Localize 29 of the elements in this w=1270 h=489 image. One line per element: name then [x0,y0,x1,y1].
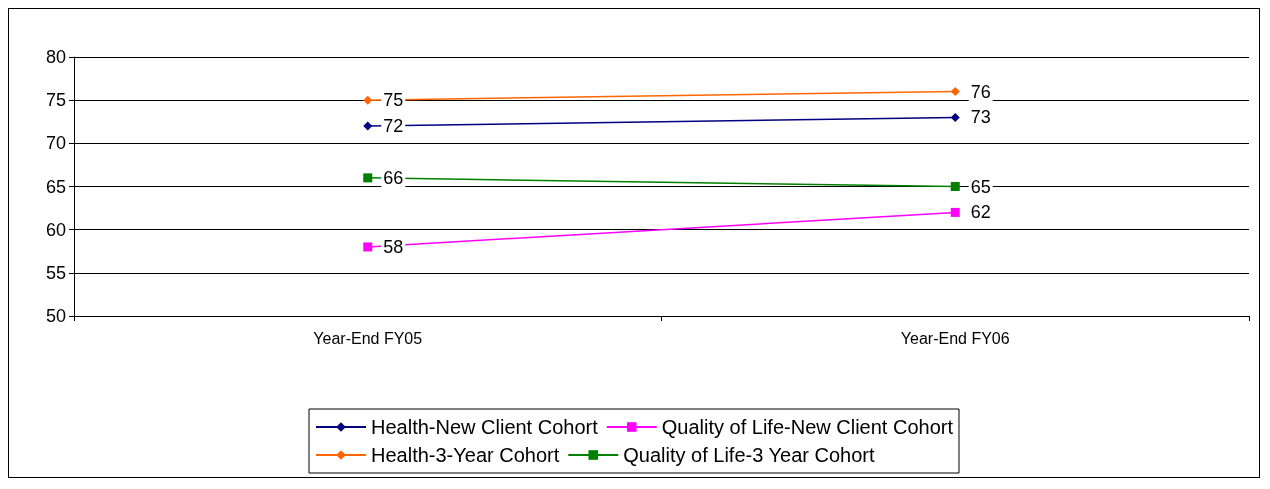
y-tick-label: 80 [45,47,66,67]
data-label: 62 [970,202,991,223]
data-label: 75 [383,90,404,111]
point [950,112,960,122]
x-tick-label: Year-End FY06 [900,329,1010,347]
y-tick-label: 55 [45,262,66,283]
y-tick-label: 75 [45,90,66,111]
point [950,207,960,217]
y-tick-label: 70 [45,133,66,154]
data-label: 58 [383,236,404,257]
y-tick-label: 60 [45,219,66,240]
point [363,95,373,105]
point [363,173,373,183]
point [950,87,960,97]
point [363,121,373,131]
y-tick-label: 65 [45,176,66,197]
point [950,182,960,191]
y-tick-label: 50 [45,306,66,326]
legend-label: Health-New Client Cohort [371,416,599,438]
legend-label: Quality of Life-3 Year Cohort [623,444,875,466]
legend-label: Health-3-Year Cohort [371,444,560,466]
data-label: 72 [383,116,404,137]
data-label: 66 [383,167,404,188]
legend-label: Quality of Life-New Client Cohort [661,416,954,438]
x-tick-label: Year-End FY05 [313,329,423,347]
data-label: 65 [970,176,991,197]
point [363,242,373,252]
data-label: 73 [970,107,991,128]
data-label: 76 [970,81,991,102]
